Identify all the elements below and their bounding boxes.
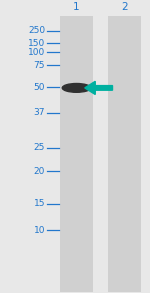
Text: 20: 20: [34, 167, 45, 176]
Text: 1: 1: [73, 2, 80, 12]
Text: 25: 25: [34, 144, 45, 152]
Text: 37: 37: [33, 108, 45, 117]
Text: 50: 50: [33, 83, 45, 92]
Text: 100: 100: [28, 48, 45, 57]
Text: 250: 250: [28, 26, 45, 35]
FancyArrow shape: [85, 81, 112, 94]
Text: 10: 10: [33, 226, 45, 234]
Ellipse shape: [62, 84, 91, 92]
Text: 2: 2: [121, 2, 128, 12]
Bar: [60, 16, 93, 292]
Text: 75: 75: [33, 61, 45, 69]
Text: 15: 15: [33, 199, 45, 208]
Bar: [108, 16, 141, 292]
Text: 150: 150: [28, 39, 45, 48]
